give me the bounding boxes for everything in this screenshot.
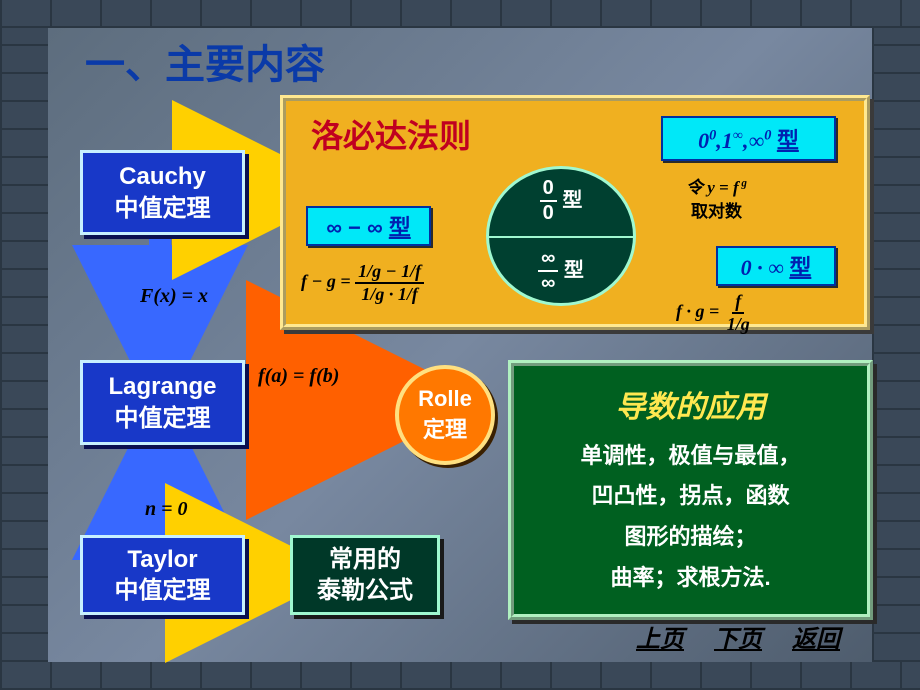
ellipse-top: 00 型: [489, 177, 633, 225]
applications-title: 导数的应用: [532, 382, 849, 426]
next-link[interactable]: 下页: [714, 619, 762, 654]
formula-f-minus-g: f − g = 1/g − 1/f1/g · 1/f: [301, 261, 424, 305]
taylor-l2: 中值定理: [115, 577, 211, 604]
inf-minus-inf-box: ∞ − ∞ 型: [306, 206, 431, 246]
formula-substitution: 令 y = f g取对数: [686, 176, 747, 224]
applications-panel: 导数的应用 单调性，极值与最值，凹凸性，拐点，函数图形的描绘；曲率；求根方法.: [508, 360, 873, 620]
page-title: 一、主要内容: [85, 32, 325, 90]
border-left: [0, 0, 48, 690]
formula-fab: f(a) = f(b): [258, 365, 339, 388]
taylorf-l2: 泰勒公式: [317, 577, 413, 604]
rolle-l1: Rolle: [418, 386, 472, 412]
formula-n0: n = 0: [145, 498, 188, 521]
taylorf-l1: 常用的: [329, 546, 401, 573]
lagrange-l1: Lagrange: [108, 373, 216, 400]
border-right: [872, 0, 920, 690]
cauchy-box: Cauchy 中值定理: [80, 150, 245, 235]
formula-Fx: F(x) = x: [140, 285, 208, 308]
prev-link[interactable]: 上页: [636, 619, 684, 654]
zero-dot-inf-box: 0 · ∞ 型: [716, 246, 836, 286]
rolle-l2: 定理: [423, 412, 467, 444]
taylor-l1: Taylor: [127, 546, 197, 573]
border-bottom: [0, 662, 920, 690]
border-top: [0, 0, 920, 28]
footer-nav: 上页 下页 返回: [636, 619, 840, 654]
inf-minus-label: ∞ − ∞ 型: [326, 210, 411, 242]
taylor-formula-box: 常用的 泰勒公式: [290, 535, 440, 615]
lhopital-title: 洛必达法则: [311, 111, 471, 157]
taylor-box: Taylor 中值定理: [80, 535, 245, 615]
ellipse-bottom: ∞∞ 型: [489, 247, 633, 295]
zero-inf-label: 0 · ∞ 型: [741, 250, 812, 282]
exp-types-label: 00,1∞,∞0 型: [698, 123, 799, 155]
lagrange-box: Lagrange 中值定理: [80, 360, 245, 445]
exponent-types-box: 00,1∞,∞0 型: [661, 116, 836, 161]
rolle-circle: Rolle 定理: [395, 365, 495, 465]
lagrange-l2: 中值定理: [115, 405, 211, 432]
back-link[interactable]: 返回: [792, 619, 840, 654]
cauchy-l1: Cauchy: [119, 163, 206, 190]
cauchy-l2: 中值定理: [115, 195, 211, 222]
indeterminate-ellipse: 00 型 ∞∞ 型: [486, 166, 636, 306]
applications-lines: 单调性，极值与最值，凹凸性，拐点，函数图形的描绘；曲率；求根方法.: [532, 436, 849, 599]
formula-f-dot-g: f · g = f1/g: [676, 291, 753, 335]
lhopital-panel: 洛必达法则 ∞ − ∞ 型 00,1∞,∞0 型 0 · ∞ 型 00 型 ∞∞…: [280, 95, 870, 330]
